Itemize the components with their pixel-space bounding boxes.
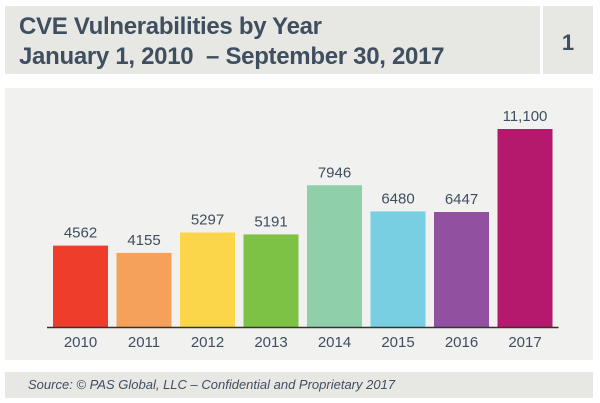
- page-number-box: 1: [543, 6, 593, 74]
- bar-2016: [434, 211, 489, 327]
- data-label-2017: 11,100: [503, 108, 548, 125]
- bar-2013: [243, 234, 299, 327]
- data-label-2012: 5297: [191, 212, 224, 229]
- data-label-2014: 7946: [318, 164, 351, 181]
- x-tick-label-2017: 2017: [508, 334, 541, 351]
- data-label-2016: 6447: [445, 191, 478, 208]
- data-label-2015: 6480: [381, 190, 414, 207]
- bar-2017: [497, 129, 553, 327]
- bar-2010: [53, 245, 108, 327]
- x-tick-label-2011: 2011: [128, 334, 160, 351]
- page-number: 1: [561, 30, 575, 55]
- x-tick-label-2016: 2016: [445, 334, 478, 351]
- x-tick-label-2013: 2013: [254, 334, 287, 351]
- data-label-2011: 4155: [127, 232, 160, 249]
- data-label-2013: 5191: [254, 213, 287, 230]
- data-label-2010: 4562: [64, 225, 97, 242]
- title-box: CVE Vulnerabilities by Year January 1, 2…: [5, 6, 540, 74]
- bar-2014: [307, 185, 362, 327]
- chart-title: CVE Vulnerabilities by Year: [19, 13, 322, 40]
- x-tick-label-2014: 2014: [318, 334, 351, 351]
- chart-subtitle: January 1, 2010 – September 30, 2017: [19, 43, 445, 70]
- bar-2011: [116, 252, 172, 327]
- header: CVE Vulnerabilities by Year January 1, 2…: [0, 0, 600, 74]
- chart-area: 4562 2010 4155 2011 5297 2012 5191 2013 7946 2014…: [5, 88, 593, 360]
- bar-2015: [370, 211, 426, 327]
- footer: Source: © PAS Global, LLC – Confidential…: [5, 372, 593, 398]
- bar-2012: [180, 232, 235, 327]
- x-tick-label-2012: 2012: [191, 334, 224, 351]
- bar-chart: 4562 2010 4155 2011 5297 2012 5191 2013 7946 2014…: [47, 108, 559, 351]
- x-tick-label-2010: 2010: [64, 334, 97, 351]
- x-tick-label-2015: 2015: [381, 334, 414, 351]
- source-note: Source: © PAS Global, LLC – Confidential…: [28, 377, 396, 392]
